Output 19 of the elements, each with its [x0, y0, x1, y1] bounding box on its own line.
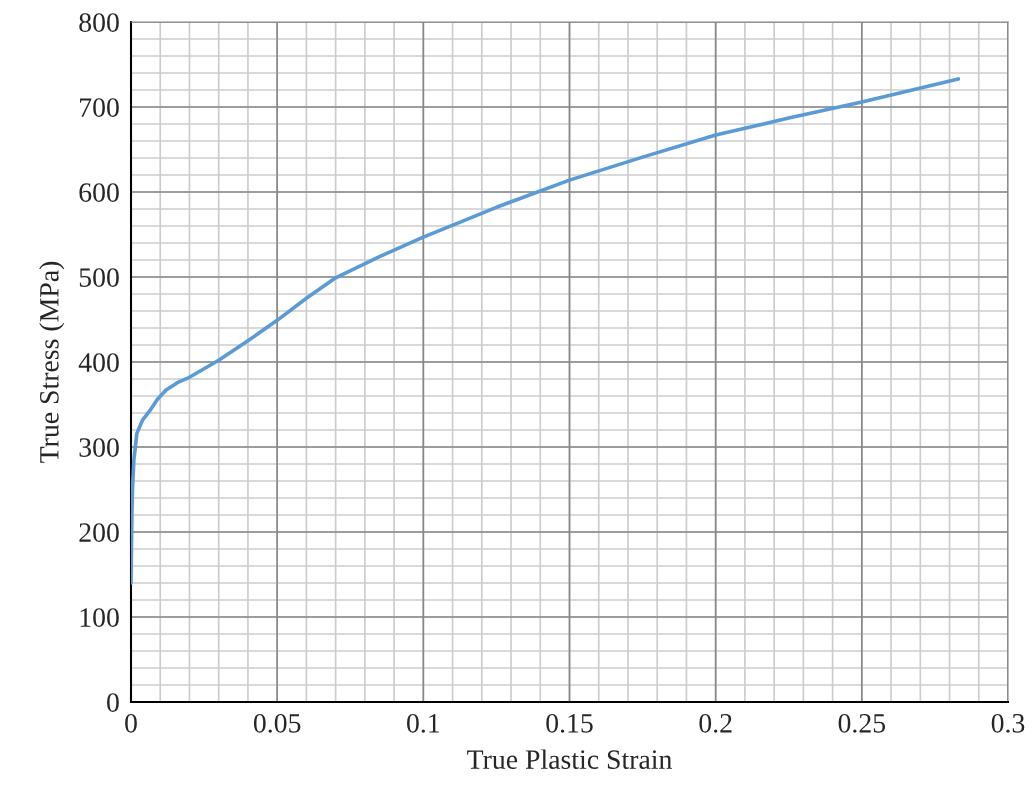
y-axis-title: True Stress (MPa) [39, 261, 65, 463]
y-tick-label: 700 [80, 98, 119, 117]
x-tick-label: 0.15 [546, 713, 593, 733]
y-tick-label: 200 [79, 523, 119, 542]
x-axis-title: True Plastic Strain [467, 749, 672, 769]
y-tick-label: 0 [107, 693, 119, 712]
y-tick-label: 600 [79, 183, 119, 202]
y-tick-label: 300 [79, 438, 119, 457]
y-tick-label: 400 [78, 353, 119, 372]
x-tick-label: 0.25 [838, 713, 886, 733]
x-tick-label: 0.05 [253, 713, 301, 733]
x-tick-label: 0.2 [699, 713, 732, 733]
y-tick-label: 800 [79, 13, 119, 32]
x-tick-label: 0 [125, 713, 137, 733]
x-tick-label: 0.3 [991, 713, 1025, 733]
y-tick-label: 500 [79, 268, 119, 287]
line-series [131, 77, 961, 585]
x-tick-label: 0.1 [407, 713, 440, 733]
y-tick-label: 100 [80, 608, 119, 627]
